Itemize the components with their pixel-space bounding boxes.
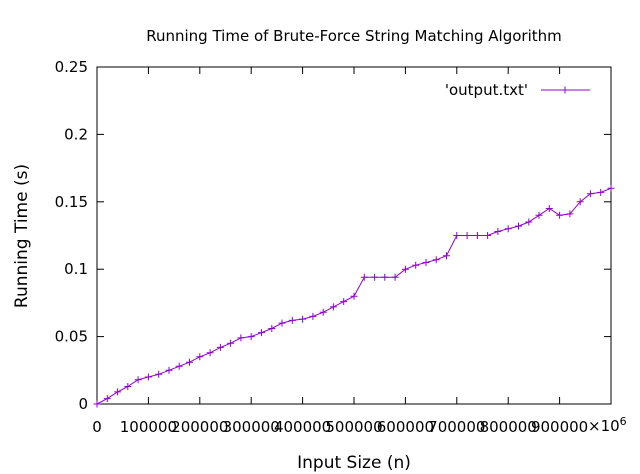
data-point (453, 232, 461, 239)
x-tick-label: 800000 (480, 418, 537, 436)
data-point (504, 225, 512, 233)
plot-border (96, 66, 612, 405)
data-point (401, 265, 409, 273)
data-point (134, 376, 142, 384)
data-point (93, 400, 101, 408)
data-point (196, 353, 204, 361)
data-point (114, 388, 122, 396)
data-point (103, 395, 111, 403)
data-point (607, 184, 615, 192)
data-point (422, 259, 430, 266)
data-point (186, 358, 193, 366)
data-point (391, 273, 399, 281)
data-point (494, 228, 502, 235)
legend-marker-sample (561, 86, 569, 94)
data-point (576, 198, 584, 206)
x-tick-label: 500000 (325, 418, 382, 436)
data-point (484, 232, 492, 239)
data-point (124, 383, 132, 390)
data-point (329, 303, 337, 311)
y-axis-title: Running Time (s) (12, 164, 32, 308)
x-tick-label: 600000 (377, 418, 434, 436)
data-point (463, 232, 471, 239)
x-tick-label: 0 (92, 418, 102, 436)
data-point (175, 362, 183, 370)
x-tick-label: 900000 (531, 418, 588, 436)
data-point (586, 190, 594, 198)
x-axis-multiplier-exponent: 6 (620, 415, 627, 428)
data-point (309, 312, 317, 320)
plot-area: 0 0.05 0.1 0.15 0.2 0.25 0 10000020000030000040… (55, 58, 615, 436)
x-tick-label: 300000 (223, 418, 280, 436)
x-axis-title: Input Size (n) (297, 453, 411, 473)
data-point (525, 218, 533, 226)
data-point (545, 205, 553, 212)
data-point (155, 370, 163, 378)
x-tick-label: 400000 (274, 418, 331, 436)
data-point (319, 308, 327, 316)
data-point (597, 188, 605, 196)
data-point (299, 315, 307, 323)
data-point (432, 256, 440, 264)
data-point (535, 211, 543, 219)
data-point (371, 273, 379, 281)
y-tick-label: 0.05 (55, 328, 88, 346)
data-point (206, 349, 214, 357)
y-tick-label: 0 (78, 395, 88, 413)
legend: 'output.txt' (445, 81, 590, 99)
x-axis-multiplier-base: ×10 (588, 417, 620, 435)
data-point (258, 329, 265, 337)
y-tick-label: 0.1 (64, 260, 88, 278)
data-point (473, 232, 481, 239)
y-tick-label: 0.15 (55, 193, 88, 211)
x-axis-multiplier: ×106 (588, 415, 627, 435)
data-point (227, 339, 235, 347)
x-tick-label: 700000 (428, 418, 485, 436)
data-point (144, 373, 152, 381)
chart-title: Running Time of Brute-Force String Match… (146, 27, 562, 45)
data-point (350, 292, 358, 300)
data-point (268, 325, 276, 332)
data-point (566, 210, 574, 218)
data-point (247, 333, 255, 341)
x-tick-label: 200000 (171, 418, 228, 436)
x-tick-label: 100000 (120, 418, 177, 436)
data-point (412, 261, 420, 269)
data-point (360, 273, 368, 281)
data-point (278, 319, 286, 327)
data-point (515, 222, 522, 230)
data-point (288, 316, 296, 324)
data-point (556, 211, 564, 219)
data-point (340, 298, 348, 306)
data-point (165, 366, 173, 374)
data-point (381, 273, 389, 281)
legend-label: 'output.txt' (445, 81, 528, 99)
y-tick-label: 0.2 (64, 125, 88, 143)
data-point (237, 334, 245, 342)
data-point (216, 343, 224, 351)
y-tick-label: 0.25 (55, 58, 88, 76)
data-point (443, 252, 450, 260)
